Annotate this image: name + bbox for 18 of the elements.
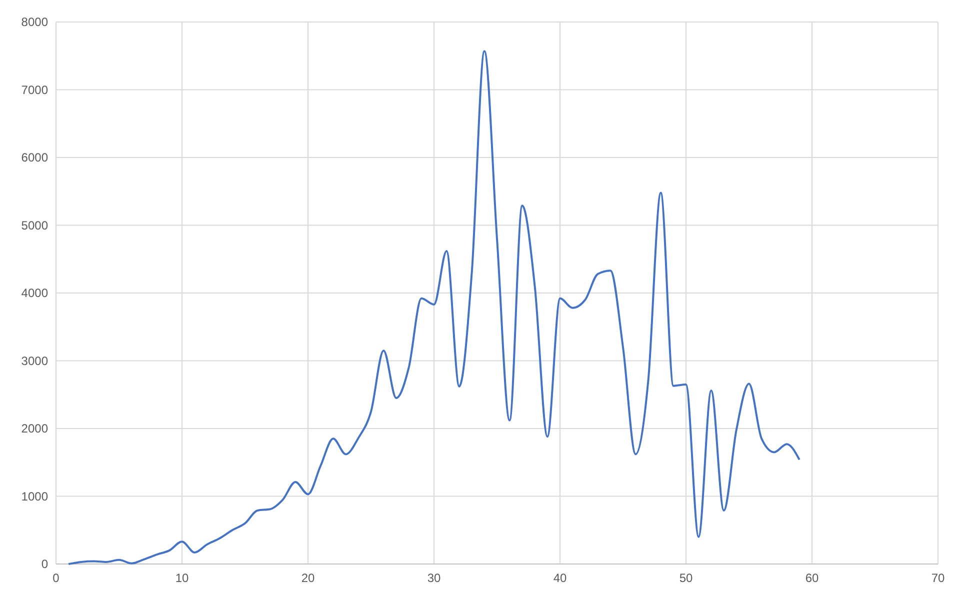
x-tick-label: 50 [679, 571, 693, 585]
y-tick-label: 3000 [21, 354, 48, 368]
x-tick-label: 40 [553, 571, 567, 585]
y-tick-label: 4000 [21, 286, 48, 300]
y-tick-label: 0 [41, 557, 48, 572]
y-tick-label: 2000 [21, 422, 48, 436]
x-tick-label: 10 [175, 571, 189, 585]
x-tick-label: 30 [427, 571, 441, 585]
y-tick-label: 8000 [21, 15, 48, 30]
x-tick-label: 70 [931, 571, 945, 585]
y-tick-label: 7000 [21, 82, 48, 97]
y-tick-label: 5000 [21, 218, 48, 232]
line-series [68, 50, 800, 565]
x-tick-label: 60 [805, 571, 819, 585]
y-tick-label: 6000 [21, 150, 48, 165]
y-tick-label: 1000 [21, 489, 48, 504]
x-tick-label: 20 [301, 571, 315, 585]
x-tick-label: 0 [52, 571, 60, 585]
